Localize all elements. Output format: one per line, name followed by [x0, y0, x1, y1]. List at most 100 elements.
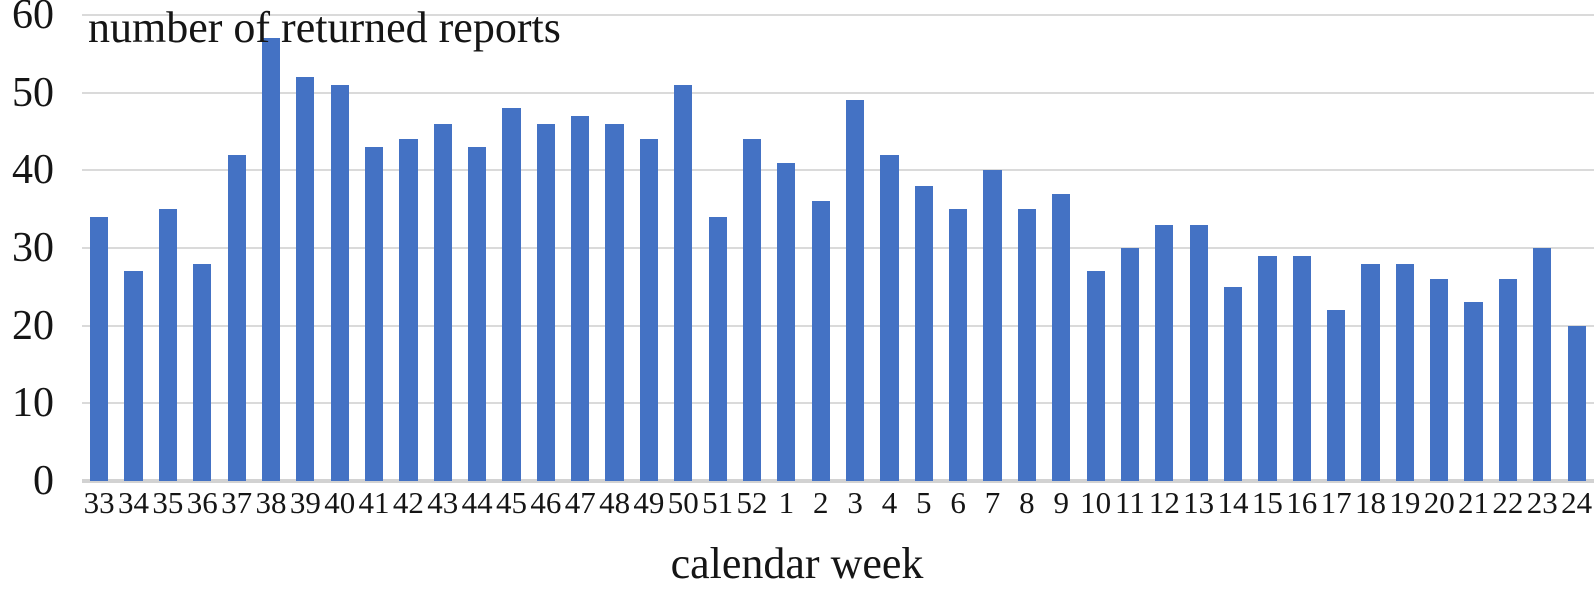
bar-week-45	[502, 108, 521, 481]
bar-cell	[597, 15, 631, 481]
bar-cell	[357, 15, 391, 481]
x-axis: 33 34 35 36 37 38 39 40 41 42 43 44 45 46 47 48 49 50 51 52…	[82, 485, 1594, 520]
bar-week-37	[227, 154, 246, 481]
bar-cell	[1044, 15, 1078, 481]
bar-week-24	[1567, 325, 1586, 481]
bar-week-18	[1361, 263, 1380, 481]
x-tick-label: 37	[221, 485, 253, 520]
bar-cell	[632, 15, 666, 481]
x-tick-label: 20	[1423, 485, 1455, 520]
x-tick-label: 18	[1354, 485, 1386, 520]
bar-week-23	[1533, 248, 1552, 481]
bar-week-1	[777, 162, 796, 481]
x-tick-label: 40	[324, 485, 356, 520]
bar-week-40	[330, 84, 349, 481]
bar-week-42	[399, 139, 418, 481]
bar-week-3	[845, 100, 865, 481]
x-tick-label: 48	[599, 485, 631, 520]
gridline	[82, 324, 1594, 327]
bar-week-43	[433, 123, 452, 481]
bar-cell	[1182, 15, 1216, 481]
bar-week-33	[90, 216, 109, 481]
bar-cell	[1250, 15, 1284, 481]
bar-week-51	[708, 216, 727, 481]
bar-cell	[1559, 15, 1593, 481]
x-tick-label: 23	[1526, 485, 1558, 520]
x-tick-label: 45	[495, 485, 527, 520]
bar-cell	[975, 15, 1009, 481]
x-tick-label: 3	[847, 485, 863, 520]
bar-cell	[288, 15, 322, 481]
bar-week-17	[1327, 310, 1346, 481]
bar-cell	[1456, 15, 1490, 481]
x-tick-label: 15	[1251, 485, 1283, 520]
y-tick-label: 30	[12, 225, 54, 271]
gridline	[82, 91, 1594, 94]
x-tick-label: 47	[564, 485, 596, 520]
bar-week-38	[261, 38, 281, 481]
x-tick-label: 33	[83, 485, 115, 520]
gridline	[82, 169, 1594, 172]
bar-week-21	[1464, 302, 1483, 481]
x-tick-label: 42	[392, 485, 424, 520]
x-tick-label: 41	[358, 485, 390, 520]
bar-cell	[391, 15, 425, 481]
x-tick-label: 17	[1320, 485, 1352, 520]
bar-week-4	[880, 154, 899, 481]
bar-week-7	[983, 170, 1002, 481]
x-tick-label: 12	[1148, 485, 1180, 520]
bar-week-13	[1189, 224, 1208, 481]
bar-cell	[1216, 15, 1250, 481]
x-tick-label: 50	[667, 485, 699, 520]
x-tick-label: 24	[1561, 485, 1593, 520]
x-axis-line	[82, 479, 1594, 483]
bar-cell	[1525, 15, 1559, 481]
bar-cell	[1010, 15, 1044, 481]
x-tick-label: 8	[1019, 485, 1035, 520]
x-tick-label: 22	[1492, 485, 1524, 520]
bar-week-46	[536, 123, 555, 481]
bar-week-8	[1017, 209, 1036, 481]
bar-week-16	[1292, 255, 1311, 481]
bar-cell	[151, 15, 185, 481]
bar-week-15	[1258, 255, 1277, 481]
y-tick-label: 40	[12, 147, 54, 194]
x-tick-label: 7	[984, 485, 1001, 520]
gridline	[82, 247, 1594, 249]
bar-cell	[804, 15, 838, 481]
bar-cell	[116, 15, 150, 481]
bar-cell	[941, 15, 975, 481]
bar-cell	[254, 15, 288, 481]
bar-week-2	[811, 201, 830, 481]
bar-cell	[529, 15, 563, 481]
chart-title: number of returned reports	[88, 3, 561, 52]
bar-week-47	[571, 115, 590, 481]
bar-cell	[735, 15, 769, 481]
x-tick-label: 44	[461, 485, 493, 520]
bar-cell	[666, 15, 700, 481]
plot-area	[82, 14, 1594, 483]
bar-week-6	[949, 209, 968, 481]
bar-week-48	[605, 123, 624, 481]
bar-cell	[907, 15, 941, 481]
bar-cell	[700, 15, 734, 481]
bar-cell	[323, 15, 357, 481]
x-tick-label: 4	[881, 485, 898, 520]
bar-week-20	[1430, 279, 1449, 481]
x-tick-label: 46	[530, 485, 562, 520]
bar-cell	[460, 15, 494, 481]
bar-week-12	[1155, 224, 1174, 481]
y-tick-label: 20	[12, 302, 54, 349]
bar-series	[82, 15, 1594, 481]
x-tick-label: 16	[1286, 485, 1318, 520]
bar-week-10	[1086, 271, 1105, 481]
x-tick-label: 1	[778, 485, 795, 520]
x-tick-label: 19	[1389, 485, 1421, 520]
x-tick-label: 38	[255, 485, 287, 520]
bar-week-50	[674, 84, 693, 481]
bar-cell	[1319, 15, 1353, 481]
x-tick-label: 13	[1183, 485, 1215, 520]
y-tick-label: 10	[12, 380, 54, 427]
bar-cell	[1422, 15, 1456, 481]
